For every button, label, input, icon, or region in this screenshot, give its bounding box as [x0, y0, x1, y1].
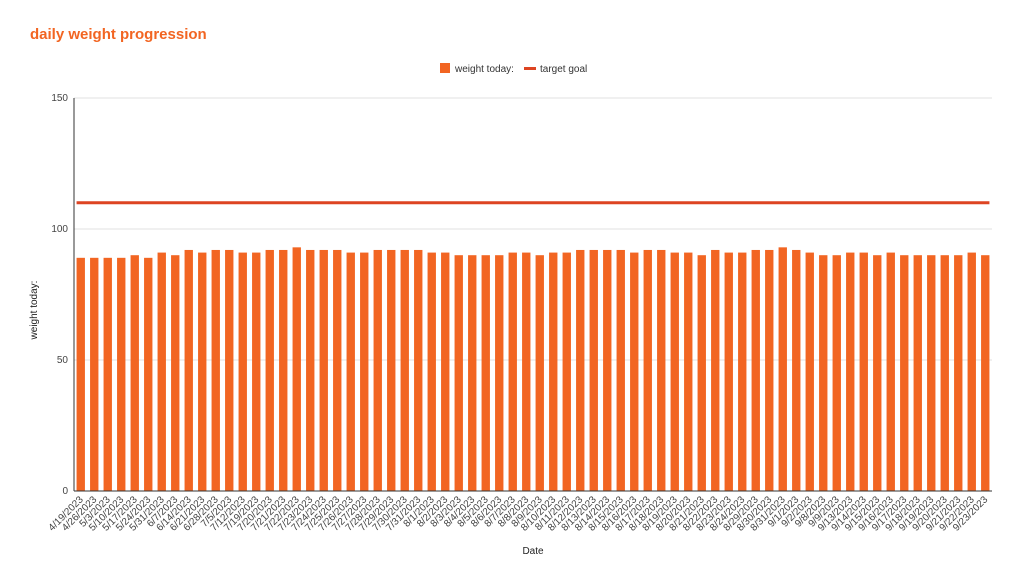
bar [373, 249, 382, 491]
bar [346, 252, 355, 491]
legend-swatch-target [524, 67, 536, 70]
bar [711, 249, 720, 491]
bar [832, 255, 841, 491]
x-tick-labels: 4/19/20234/26/20235/3/20235/10/20235/17/… [47, 494, 991, 534]
bar [481, 255, 490, 491]
bar [103, 257, 112, 491]
bar [859, 252, 868, 491]
bar [724, 252, 733, 491]
bar [981, 255, 990, 491]
bar [252, 252, 261, 491]
bar [90, 257, 99, 491]
bar [333, 249, 342, 491]
bar [873, 255, 882, 491]
bar [603, 249, 612, 491]
y-tick-label: 100 [51, 224, 68, 235]
bar [967, 252, 976, 491]
bar [927, 255, 936, 491]
bar [468, 255, 477, 491]
bar [157, 252, 166, 491]
y-tick-label: 150 [51, 93, 68, 104]
bar [913, 255, 922, 491]
bar [292, 247, 301, 491]
bar [751, 249, 760, 491]
bar [765, 249, 774, 491]
bar [846, 252, 855, 491]
bar [319, 249, 328, 491]
legend-swatch-weight [440, 63, 450, 73]
bar [576, 249, 585, 491]
bar [684, 252, 693, 491]
bar [900, 255, 909, 491]
bar [522, 252, 531, 491]
bar [144, 257, 153, 491]
legend-label-weight: weight today: [454, 64, 514, 75]
bar [306, 249, 315, 491]
bar [225, 249, 234, 491]
bar [238, 252, 247, 491]
bar [886, 252, 895, 491]
bar [211, 249, 220, 491]
bar [630, 252, 639, 491]
bar [616, 249, 625, 491]
bar [562, 252, 571, 491]
bar [792, 249, 801, 491]
bar [819, 255, 828, 491]
bar [549, 252, 558, 491]
legend-label-target: target goal [540, 64, 587, 75]
bar [643, 249, 652, 491]
bar [670, 252, 679, 491]
y-tick-label: 0 [62, 486, 68, 497]
x-axis-title: Date [522, 546, 544, 557]
bar [184, 249, 193, 491]
bar [697, 255, 706, 491]
bar [76, 257, 85, 491]
bar [535, 255, 544, 491]
bar [508, 252, 517, 491]
bar [778, 247, 787, 491]
bar [117, 257, 126, 491]
bar [130, 255, 139, 491]
legend: weight today: target goal [440, 63, 587, 75]
bars [76, 247, 990, 491]
y-axis-title: weight today: [29, 281, 40, 341]
bar [427, 252, 436, 491]
axes: 0 50 100 150 [51, 93, 992, 497]
y-tick-label: 50 [57, 355, 69, 366]
bar [805, 252, 814, 491]
bar [738, 252, 747, 491]
bar [657, 249, 666, 491]
bar [441, 252, 450, 491]
bar [279, 249, 288, 491]
bar [198, 252, 207, 491]
bar [387, 249, 396, 491]
bar [265, 249, 274, 491]
bar [940, 255, 949, 491]
bar [400, 249, 409, 491]
bar [495, 255, 504, 491]
bar [954, 255, 963, 491]
bar [360, 252, 369, 491]
chart-title: daily weight progression [30, 26, 207, 43]
bar [589, 249, 598, 491]
bar [171, 255, 180, 491]
bar [414, 249, 423, 491]
bar [454, 255, 463, 491]
